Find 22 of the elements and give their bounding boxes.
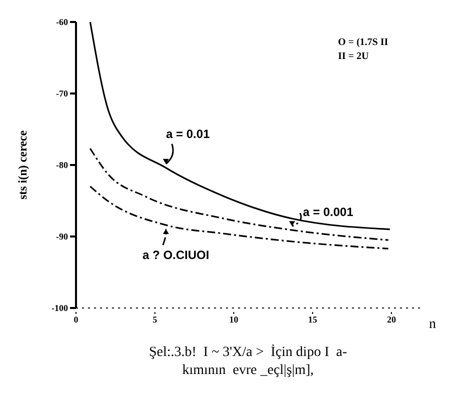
x-tick-label: 15 — [308, 314, 318, 324]
y-tick-label: -100 — [52, 303, 68, 314]
annotation: II = 2U — [338, 50, 370, 64]
line-series — [89, 22, 391, 230]
x-tick-label: 20 — [386, 314, 396, 324]
annotation: O = (1.7S II — [338, 36, 388, 50]
y-tick-label: -80 — [56, 160, 68, 170]
text: kımının evre _eçl|ş|m], — [181, 362, 315, 380]
series-label: a = 0.01 — [166, 126, 210, 141]
x-axis-title: n — [429, 316, 436, 332]
line-series — [89, 186, 390, 250]
y-axis-title: sts i(n) cerece — [15, 130, 30, 200]
y-tick-label: -90 — [56, 232, 68, 242]
legend-label: a = 0.001 — [302, 205, 354, 220]
text: Şel:.3.b! I ~ 3'X/a > İçin dipo I a- — [148, 344, 348, 362]
x-tick-label: 0 — [74, 314, 79, 324]
y-tick-label: -60 — [56, 17, 68, 28]
y-tick-label: -70 — [56, 88, 68, 99]
line-series — [89, 148, 390, 241]
x-tick-label: 5 — [152, 314, 158, 324]
series-label: a ? O.CIUOI — [142, 248, 210, 262]
x-tick-label: 10 — [229, 314, 239, 324]
